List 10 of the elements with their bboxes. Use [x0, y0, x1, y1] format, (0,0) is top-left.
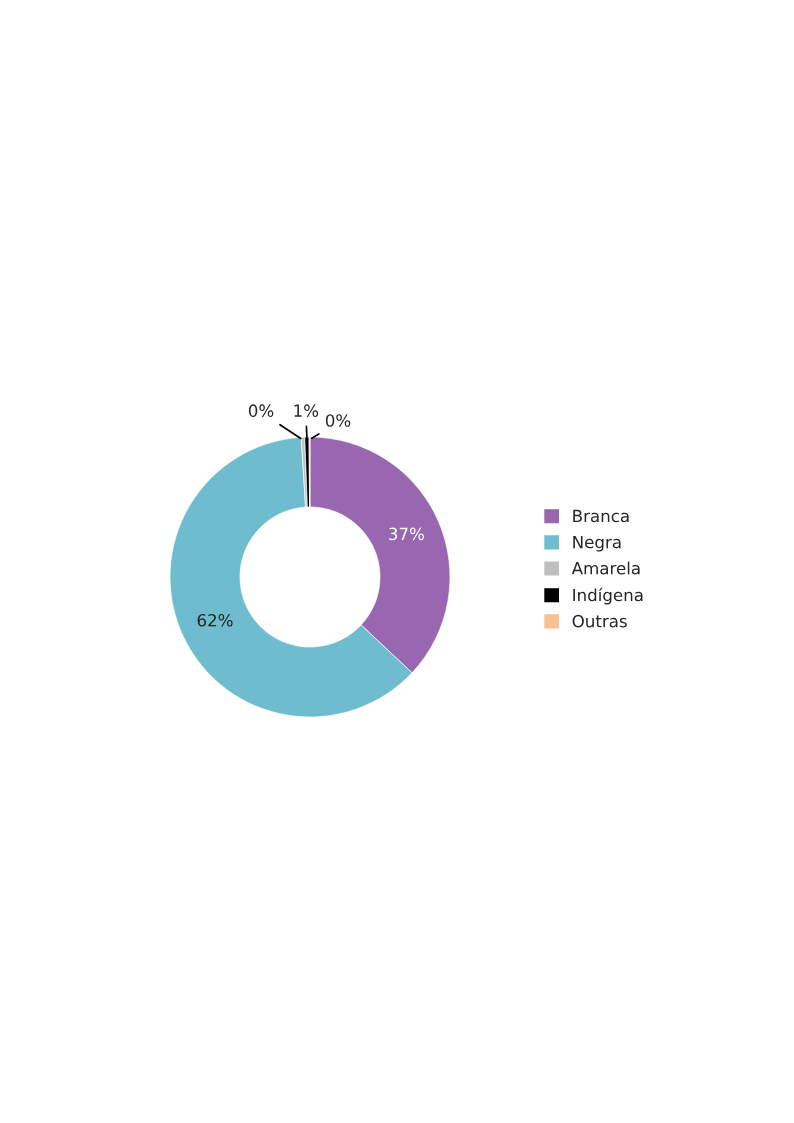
data-label: 0%: [248, 404, 274, 417]
legend-label: Negra: [573, 535, 621, 552]
data-label: 62%: [197, 613, 233, 627]
data-label: 0%: [325, 414, 351, 427]
legend-label: Amarela: [571, 561, 640, 575]
legend-label: Indígena: [573, 587, 643, 605]
legend-label: Branca: [573, 509, 629, 523]
data-label: 1%: [294, 404, 319, 417]
legend-label: Outras: [572, 614, 627, 628]
data-label: 37%: [389, 527, 424, 541]
